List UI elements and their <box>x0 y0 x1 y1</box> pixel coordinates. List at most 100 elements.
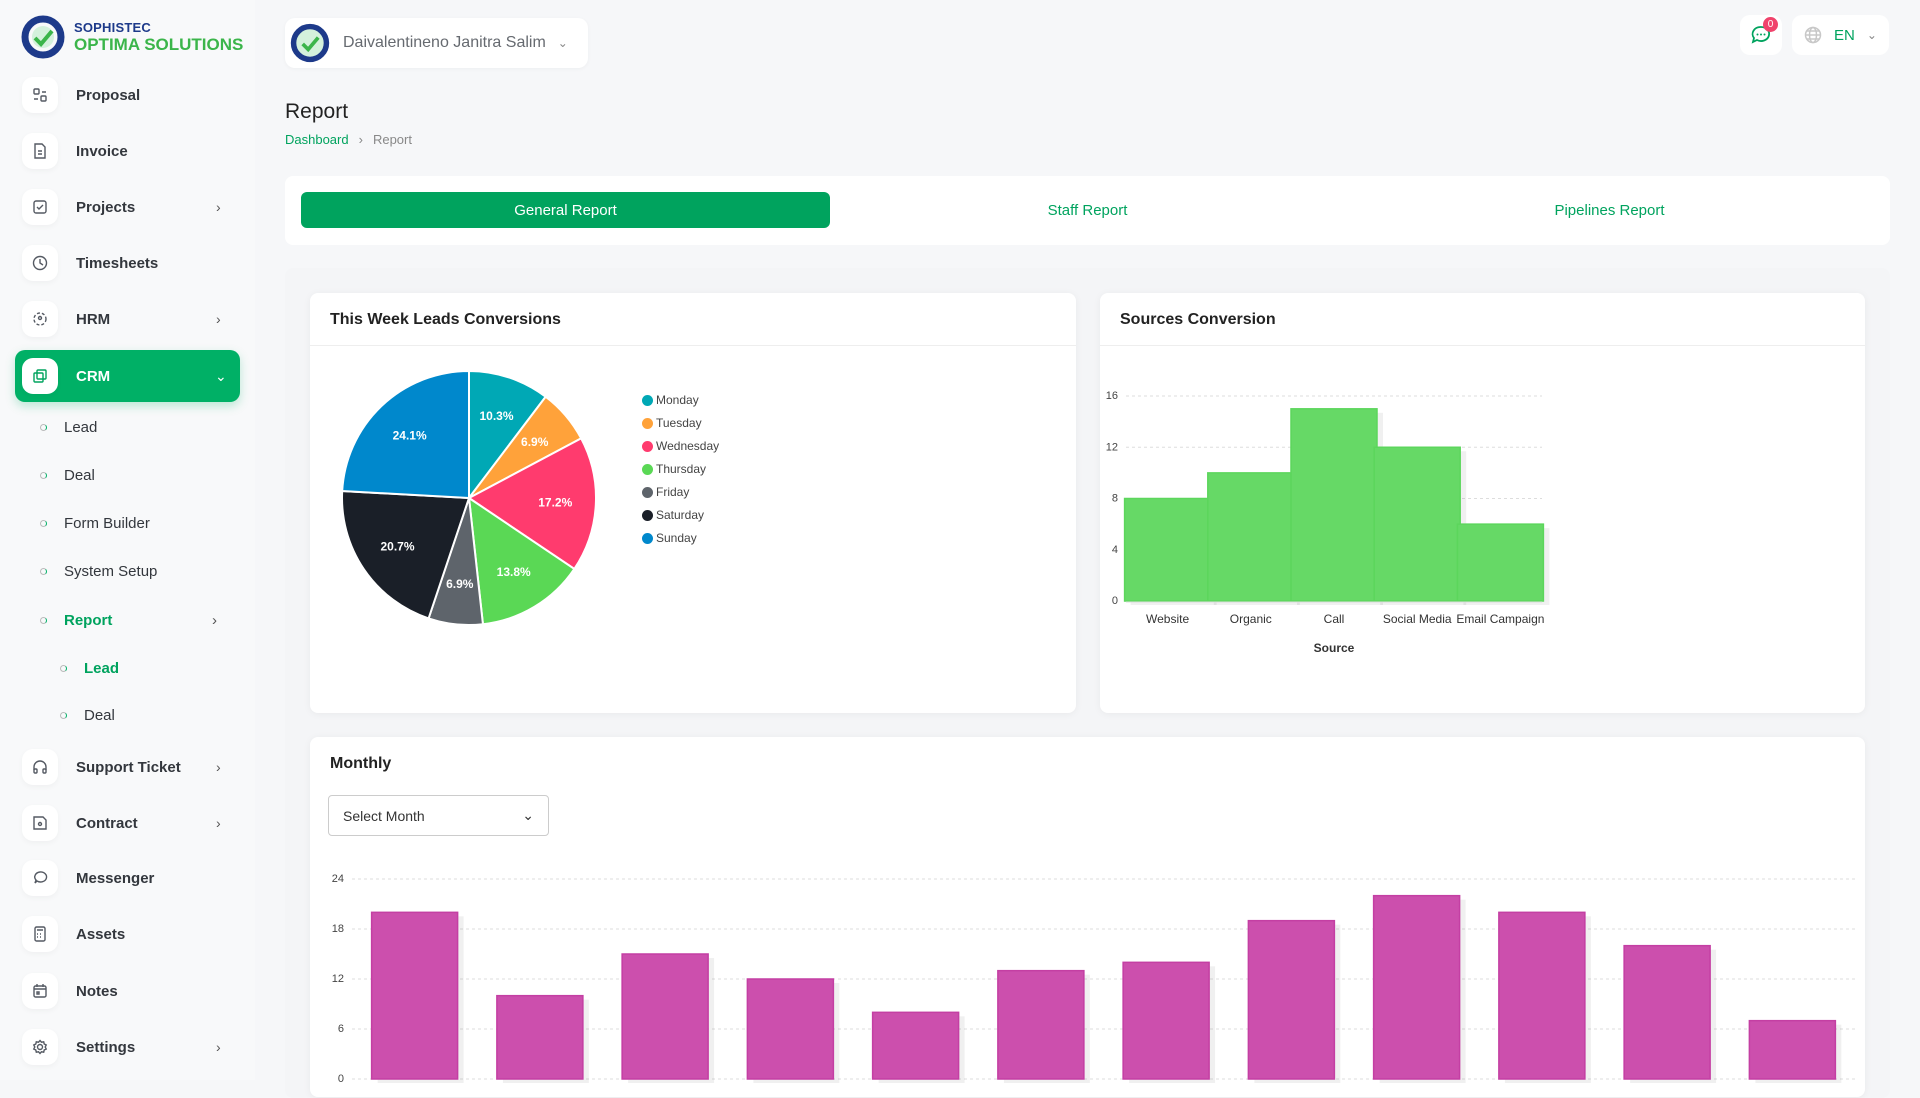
legend-label: Sunday <box>656 531 697 545</box>
subitem-label: Deal <box>84 707 115 724</box>
sidebar-subitem-deal[interactable]: Deal <box>40 467 95 484</box>
sidebar-item-notes[interactable]: Notes <box>0 965 255 1017</box>
y-tick-label: 24 <box>332 873 344 885</box>
leads-conversions-card: This Week Leads Conversions 10.3% 6.9% 17.… <box>310 293 1076 713</box>
legend-label: Tuesday <box>656 416 702 430</box>
sidebar-item-label: Support Ticket <box>76 758 181 776</box>
bar <box>1122 961 1210 1080</box>
y-tick-label: 18 <box>332 923 344 935</box>
sidebar-item-projects[interactable]: Projects › <box>0 181 255 233</box>
sidebar-report-deal[interactable]: Deal <box>60 707 115 724</box>
sidebar-item-label: Assets <box>76 925 126 943</box>
sources-conversion-card: Sources Conversion 0 4 8 12 16 Website Organic… <box>1100 293 1865 713</box>
breadcrumb-dashboard[interactable]: Dashboard <box>285 132 349 147</box>
projects-icon <box>22 189 58 225</box>
sidebar-report-lead[interactable]: Lead <box>60 660 119 677</box>
sidebar-item-label: Timesheets <box>76 254 159 272</box>
bar <box>1748 1019 1837 1080</box>
sidebar-item-settings[interactable]: Settings › <box>0 1021 255 1073</box>
tab-staff-report[interactable]: Staff Report <box>1047 201 1128 219</box>
pie-label: 17.2% <box>538 495 572 509</box>
sidebar-item-messenger[interactable]: Messenger <box>0 852 255 904</box>
sidebar-item-invoice[interactable]: Invoice <box>0 125 255 177</box>
notification-badge: 0 <box>1763 17 1778 32</box>
sidebar-item-support-ticket[interactable]: Support Ticket › <box>0 741 255 793</box>
bar <box>1372 894 1461 1080</box>
pie-slice-wednesday <box>467 436 597 571</box>
subitem-label: Deal <box>64 467 95 484</box>
sidebar-item-label: Contract <box>76 814 138 832</box>
tab-pipelines-report[interactable]: Pipelines Report <box>1554 201 1665 219</box>
calculator-icon <box>22 916 58 952</box>
chevron-right-icon: › <box>212 612 217 629</box>
user-name: Daivalentineno Janitra Salim <box>343 34 546 51</box>
y-tick-label: 12 <box>332 973 344 985</box>
legend-swatch <box>642 440 653 452</box>
chevron-right-icon: › <box>216 1039 221 1055</box>
chevron-right-icon: › <box>216 311 221 327</box>
bar <box>1456 523 1545 602</box>
x-tick-label: Social Media <box>1383 612 1452 626</box>
sidebar-item-timesheets[interactable]: Timesheets <box>0 237 255 289</box>
legend-item[interactable]: Friday <box>642 485 689 499</box>
legend-swatch <box>642 532 653 544</box>
breadcrumb-separator-icon: › <box>358 132 363 147</box>
crm-icon <box>22 358 58 394</box>
sidebar-item-label: HRM <box>76 310 111 328</box>
sidebar-item-assets[interactable]: Assets <box>0 908 255 960</box>
legend-item[interactable]: Sunday <box>642 531 697 545</box>
bullet-icon <box>40 617 47 624</box>
proposal-icon <box>22 77 58 113</box>
y-tick-label: 0 <box>1112 595 1118 607</box>
legend-item[interactable]: Wednesday <box>642 439 719 453</box>
legend-label: Thursday <box>656 462 707 476</box>
sidebar-subitem-lead[interactable]: Lead <box>40 419 97 436</box>
messages-button[interactable]: 0 <box>1740 15 1782 55</box>
chevron-down-icon: ⌄ <box>1866 28 1877 42</box>
select-month-dropdown[interactable]: Select Month ⌄ <box>328 795 549 836</box>
subitem-label: System Setup <box>64 563 158 580</box>
bullet-icon <box>40 568 47 575</box>
monthly-card: Monthly Select Month ⌄ 0 6 12 18 24 <box>310 737 1865 1097</box>
bar <box>997 969 1085 1080</box>
chevron-down-icon: ⌄ <box>215 367 227 384</box>
pie-label: 6.9% <box>521 435 549 449</box>
pie-label: 13.8% <box>497 565 531 579</box>
user-avatar <box>290 23 330 63</box>
sidebar-item-proposal[interactable]: Proposal <box>0 69 255 121</box>
legend-item[interactable]: Monday <box>642 393 699 407</box>
sidebar-subitem-system-setup[interactable]: System Setup <box>40 563 157 580</box>
sidebar-subitem-report[interactable]: Report › <box>40 612 217 629</box>
chevron-down-icon: ⌄ <box>522 807 534 823</box>
language-selector[interactable]: EN ⌄ <box>1792 15 1889 55</box>
headphones-icon <box>22 749 58 785</box>
contract-icon <box>22 805 58 841</box>
legend-item[interactable]: Saturday <box>642 508 704 522</box>
subitem-label: Report <box>64 612 113 629</box>
sidebar-item-hrm[interactable]: HRM › <box>0 293 255 345</box>
sidebar-item-label: Invoice <box>76 142 128 160</box>
select-month-value: Select Month <box>343 807 425 824</box>
pie-label: 24.1% <box>393 428 427 442</box>
legend-item[interactable]: Thursday <box>642 462 706 476</box>
sidebar-item-label: Messenger <box>76 869 155 887</box>
sidebar-item-contract[interactable]: Contract › <box>0 797 255 849</box>
brand-line2: OPTIMA SOLUTIONS <box>74 34 244 54</box>
legend-swatch <box>642 394 653 406</box>
x-axis-title: Source <box>1314 641 1355 655</box>
gear-icon <box>22 1029 58 1065</box>
sidebar-subitem-form-builder[interactable]: Form Builder <box>40 515 150 532</box>
y-tick-label: 0 <box>338 1073 344 1085</box>
logo-icon <box>21 15 65 59</box>
tab-general-report[interactable]: General Report <box>301 192 830 228</box>
chevron-right-icon: › <box>216 815 221 831</box>
legend-label: Monday <box>656 393 699 407</box>
x-tick-label: Website <box>1146 612 1189 626</box>
bullet-icon <box>60 665 67 672</box>
brand-logo[interactable]: SOPHISTEC OPTIMA SOLUTIONS <box>20 14 243 60</box>
sidebar-item-crm[interactable]: CRM ⌄ <box>15 350 240 402</box>
user-selector[interactable]: Daivalentineno Janitra Salim ⌄ <box>285 18 588 68</box>
y-tick-label: 4 <box>1112 544 1118 556</box>
brand-line1: SOPHISTEC <box>74 19 151 35</box>
legend-item[interactable]: Tuesday <box>642 416 702 430</box>
